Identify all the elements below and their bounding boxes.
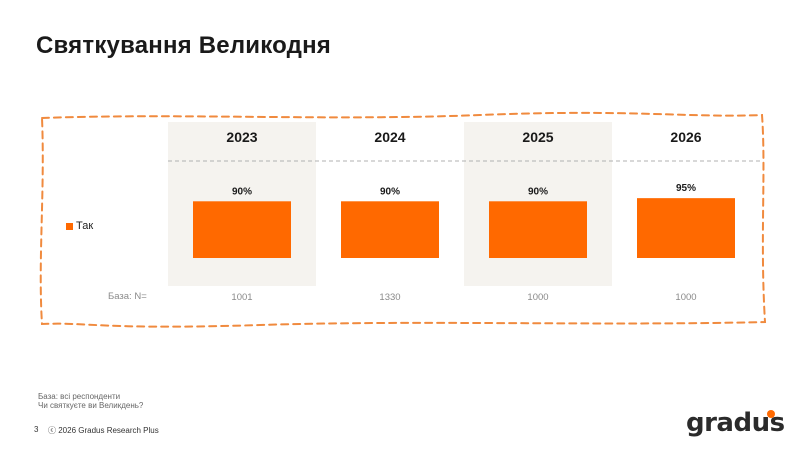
value-label-2023: 90% [232,186,252,197]
footnote-question: Чи святкуєте ви Великдень? [38,401,144,410]
year-header-2026: 2026 [670,129,701,145]
value-label-2024: 90% [380,186,400,197]
base-value-2023: 1001 [231,292,252,303]
value-label-2026: 95% [676,183,696,194]
bar-2026 [637,198,735,258]
hand-drawn-frame [39,111,767,328]
legend-label: Так [76,220,94,232]
bar-2024 [341,201,439,258]
page-number: 3 [34,425,39,434]
value-labels: 90% 90% 90% 95% [232,183,696,197]
copyright: ⓒ 2026 Gradus Research Plus [48,426,159,435]
year-header-2023: 2023 [226,129,257,145]
gradus-logo: gradus [686,406,785,440]
value-label-2025: 90% [528,186,548,197]
bar-2025 [489,201,587,258]
legend-swatch [66,223,73,230]
base-values: 1001 1330 1000 1000 [231,292,696,303]
slide-title: Святкування Великодня [36,32,331,59]
footnote-base: База: всі респонденти [38,392,121,401]
year-header-2025: 2025 [522,129,553,145]
base-value-2025: 1000 [527,292,548,303]
year-header-2024: 2024 [374,129,405,145]
year-headers: 2023 2024 2025 2026 [226,129,701,145]
base-value-2024: 1330 [379,292,400,303]
bar-2023 [193,201,291,258]
logo-dot [767,410,775,418]
base-value-2026: 1000 [675,292,696,303]
base-label: База: N= [108,291,147,302]
bars [193,198,735,258]
